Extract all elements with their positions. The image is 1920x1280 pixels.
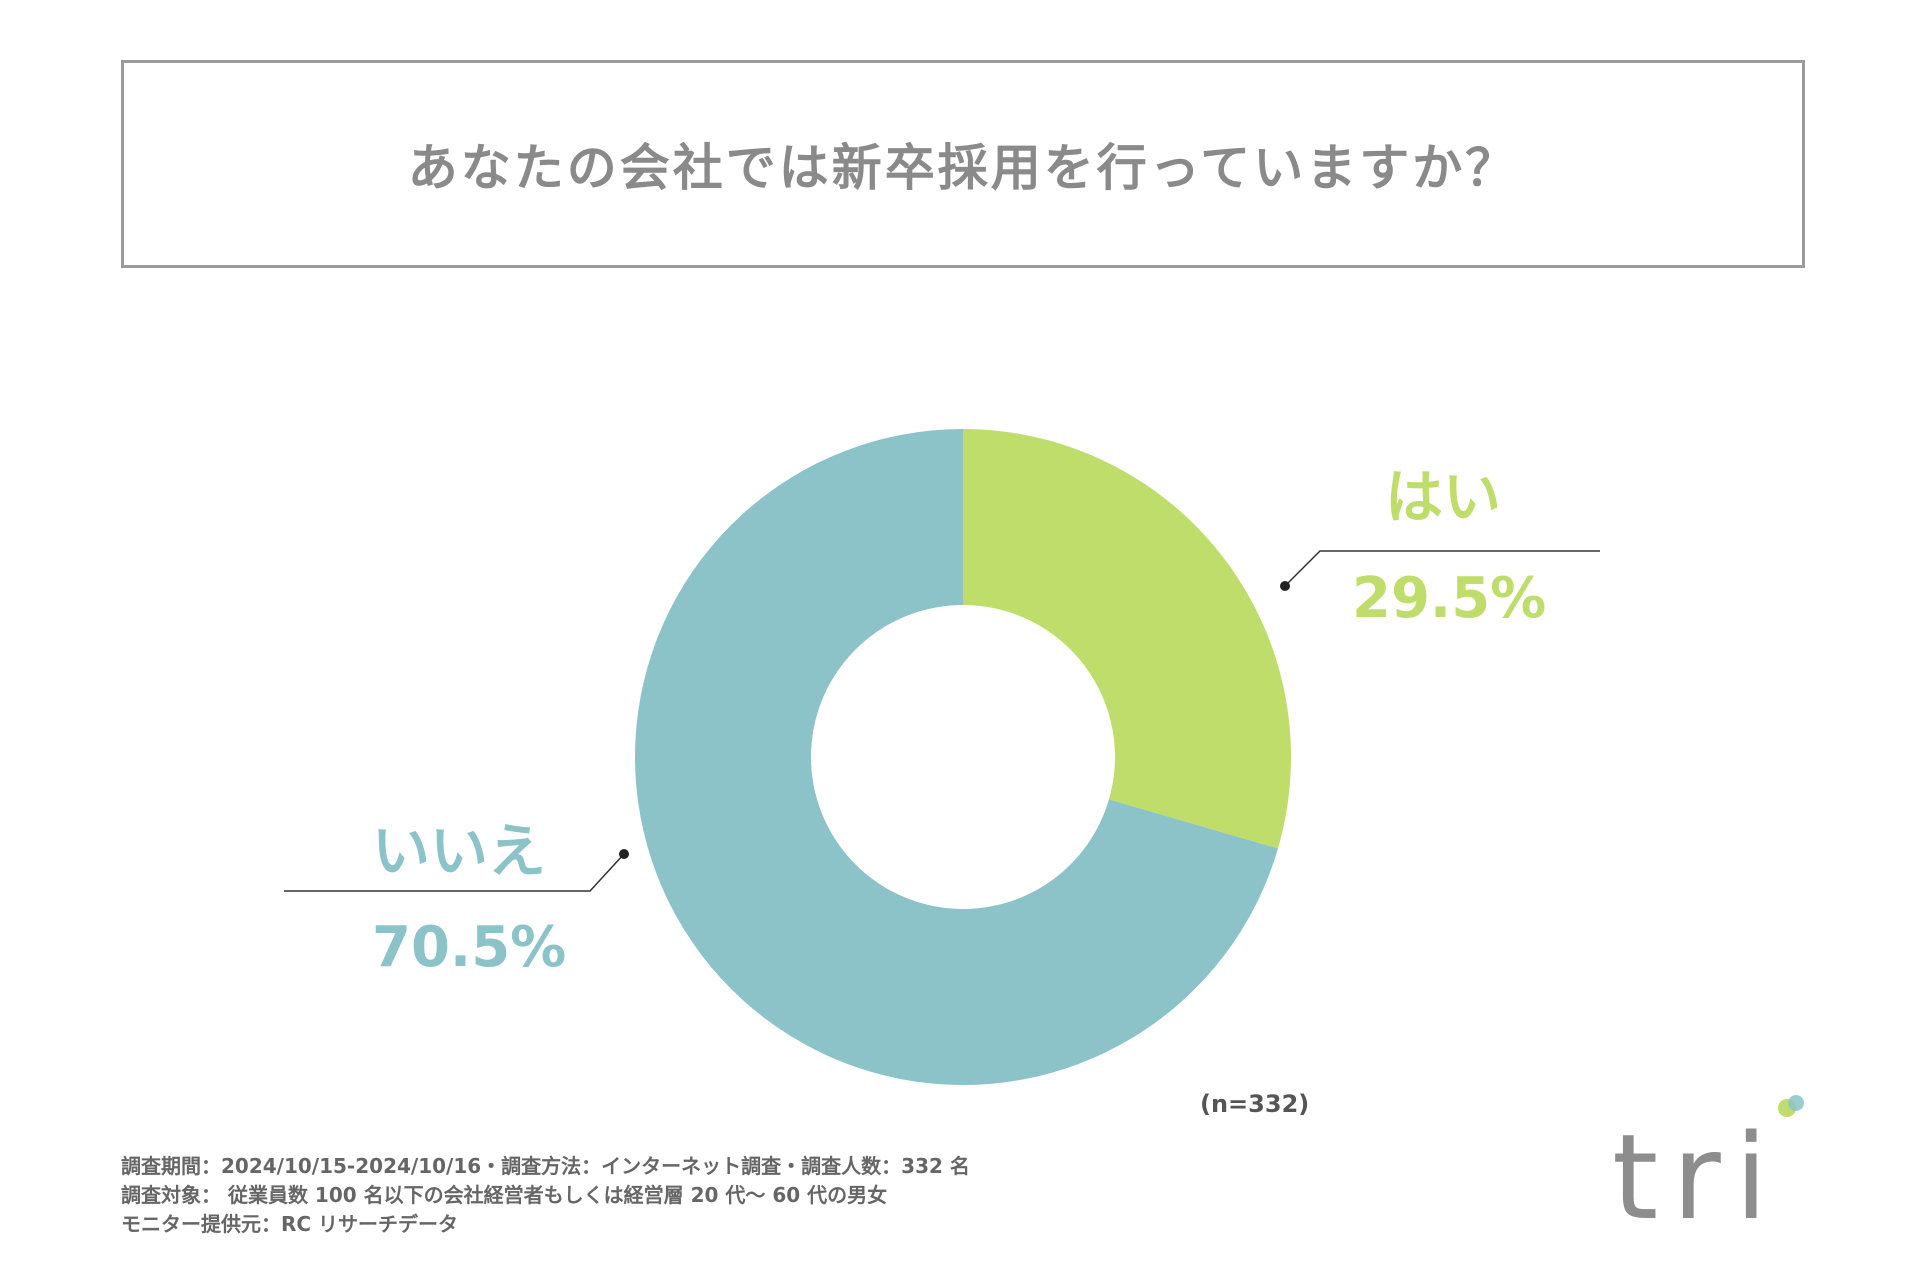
survey-footnotes: 調査期間：2024/10/15-2024/10/16・調査方法：インターネット調… — [121, 1152, 970, 1239]
leader-lines — [284, 550, 1600, 892]
leader-yes-dot — [1280, 581, 1290, 591]
slice-label-no: いいえ — [372, 817, 547, 885]
chart-title: あなたの会社では新卒採用を行っていますか？ — [407, 139, 1519, 197]
slice-value-yes: 29.5% — [1352, 566, 1547, 631]
slice-value-no: 70.5% — [372, 915, 567, 980]
leader-yes-line — [1284, 550, 1600, 587]
logo-text: tri — [1612, 1108, 1782, 1230]
tri-logo: tri — [1612, 1095, 1804, 1230]
footnote-target: 調査対象： 従業員数 100 名以下の会社経営者もしくは経営層 20 代～ 60… — [121, 1183, 888, 1207]
slice-label-yes: はい — [1385, 463, 1502, 531]
leader-no-dot — [619, 849, 629, 859]
title-box: あなたの会社では新卒採用を行っていますか？ — [121, 60, 1805, 268]
logo-dot-teal — [1788, 1095, 1804, 1111]
footnote-period: 調査期間：2024/10/15-2024/10/16・調査方法：インターネット調… — [121, 1154, 970, 1178]
donut-slice-0 — [963, 429, 1291, 849]
leader-no-line — [284, 853, 625, 892]
donut-slice-1 — [635, 429, 1278, 1085]
sample-size-note: (n=332) — [1200, 1090, 1310, 1118]
donut-slices — [635, 429, 1291, 1085]
footnote-provider: モニター提供元：RC リサーチデータ — [121, 1212, 459, 1236]
